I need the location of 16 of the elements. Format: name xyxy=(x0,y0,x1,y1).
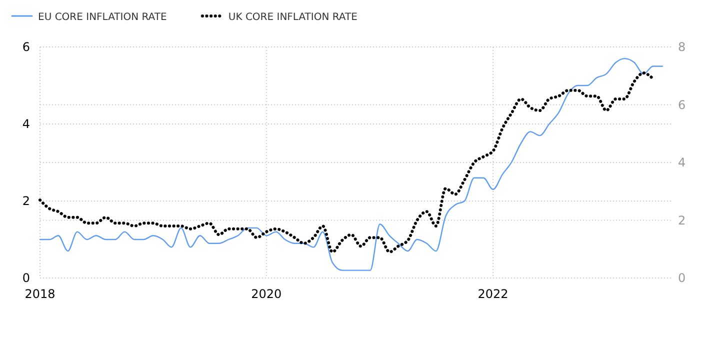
y-tick-label: 6 xyxy=(22,40,30,54)
line-series xyxy=(39,58,663,271)
y-tick-label: 4 xyxy=(22,117,30,131)
legend-label: UK CORE INFLATION RATE xyxy=(228,12,358,23)
y-tick-label: 2 xyxy=(22,194,30,208)
y-tick-label: 0 xyxy=(22,271,30,285)
line-series xyxy=(38,71,655,254)
legend-label: EU CORE INFLATION RATE xyxy=(38,12,167,23)
y2-tick-label: 6 xyxy=(678,98,686,112)
y2-tick-label: 8 xyxy=(678,40,686,54)
x-tick-label: 2020 xyxy=(251,287,282,301)
x-tick-label: 2022 xyxy=(478,287,508,301)
y2-tick-label: 0 xyxy=(678,271,686,285)
y2-tick-label: 2 xyxy=(678,213,686,228)
x-tick-label: 2018 xyxy=(24,287,56,301)
y2-tick-label: 4 xyxy=(678,156,686,170)
